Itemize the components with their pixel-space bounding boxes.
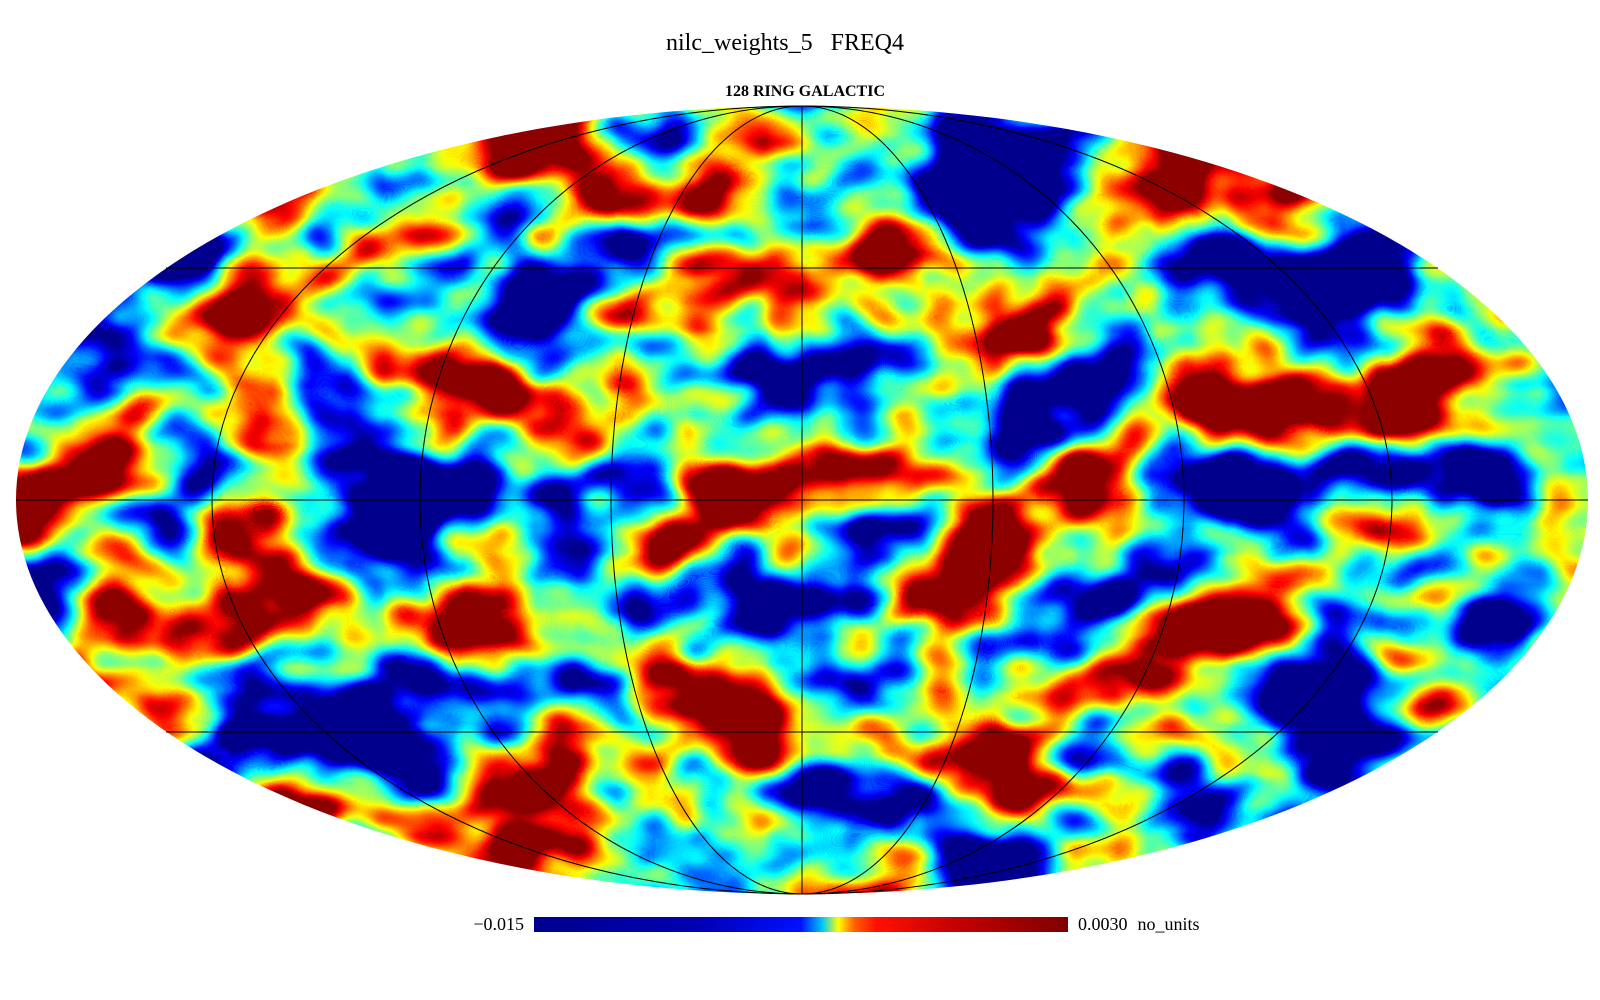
colorbar-scale [534, 917, 1068, 932]
colorbar-min-label: −0.015 [473, 914, 524, 934]
map-title: nilc_weights_5 FREQ4 [666, 30, 904, 56]
colorbar-max-label: 0.0030 [1078, 914, 1128, 934]
colorbar: −0.015 0.0030 no_units [473, 914, 1199, 934]
graticule [16, 105, 1588, 895]
map-subtitle: 128 RING GALACTIC [725, 83, 885, 100]
colorbar-unit: no_units [1138, 914, 1200, 934]
